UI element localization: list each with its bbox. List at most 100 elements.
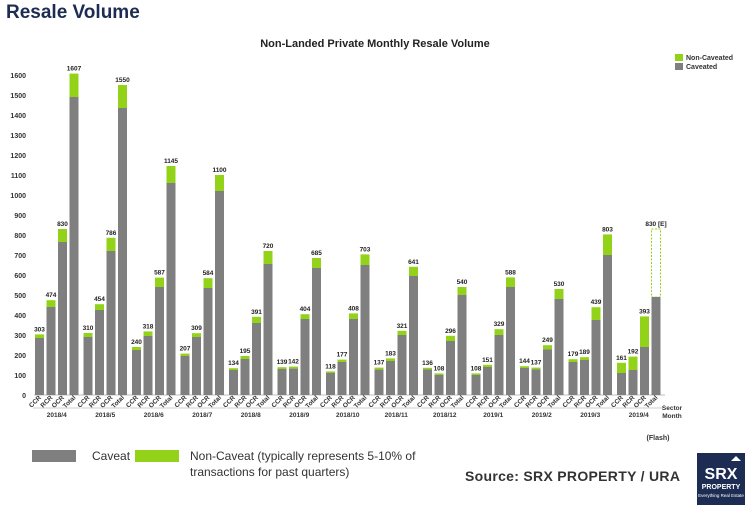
bar-non-caveated bbox=[349, 313, 358, 319]
bar-caveated bbox=[143, 336, 153, 395]
bar-non-caveated bbox=[215, 175, 224, 191]
bar-non-caveated bbox=[118, 85, 127, 108]
bar-value-label: 179 bbox=[568, 351, 579, 358]
bar-value-label: 1607 bbox=[67, 66, 82, 73]
legend-entry: Caveated bbox=[686, 64, 717, 71]
y-tick-label: 700 bbox=[14, 253, 26, 260]
bar-caveated bbox=[263, 264, 273, 395]
bar-value-label: 183 bbox=[385, 350, 396, 357]
bar-non-caveated bbox=[434, 373, 444, 375]
logo-tagline: Everything Real Estate bbox=[698, 493, 744, 498]
bar-caveated bbox=[457, 295, 467, 395]
bar-non-caveated bbox=[397, 330, 407, 335]
bar-non-caveated bbox=[423, 367, 432, 370]
bar-caveated bbox=[349, 319, 358, 395]
bar-non-caveated bbox=[580, 357, 589, 360]
bar-non-caveated bbox=[69, 73, 79, 97]
bar-value-label: 142 bbox=[288, 359, 299, 366]
y-tick-label: 100 bbox=[14, 373, 26, 380]
bar-non-caveated bbox=[166, 166, 176, 183]
bar-value-label: 830 [E] bbox=[645, 221, 666, 228]
bar-non-caveated bbox=[83, 333, 93, 337]
bar-caveated bbox=[192, 337, 201, 395]
bar-non-caveated bbox=[240, 356, 250, 359]
bar-caveated bbox=[409, 276, 418, 395]
bar-non-caveated bbox=[471, 373, 481, 375]
srx-property-logo: SRX PROPERTY Everything Real Estate bbox=[697, 453, 745, 505]
bar-non-caveated bbox=[312, 258, 321, 268]
bar-value-label: 540 bbox=[457, 279, 468, 286]
bar-caveated bbox=[554, 299, 564, 395]
y-tick-label: 800 bbox=[14, 233, 26, 240]
y-tick-label: 400 bbox=[14, 313, 26, 320]
bar-value-label: 474 bbox=[46, 292, 57, 299]
bar-non-caveated bbox=[506, 277, 515, 287]
y-tick-label: 1500 bbox=[10, 93, 26, 100]
month-label: 2019/4 bbox=[629, 412, 649, 419]
bar-caveated bbox=[628, 370, 638, 395]
month-label: 2018/9 bbox=[289, 412, 309, 419]
bar-value-label: 144 bbox=[519, 358, 530, 365]
bar-value-label: 296 bbox=[445, 328, 456, 335]
y-tick-label: 300 bbox=[14, 333, 26, 340]
bar-caveated bbox=[240, 359, 250, 395]
bar-caveated bbox=[374, 369, 384, 395]
bar-value-label: 830 bbox=[57, 221, 68, 228]
source-note: Source: SRX PROPERTY / URA bbox=[465, 468, 681, 484]
bar-caveated bbox=[252, 323, 261, 395]
month-label: 2018/4 bbox=[47, 412, 67, 419]
bar-value-label: 161 bbox=[616, 355, 627, 362]
bar-non-caveated bbox=[446, 335, 455, 341]
bar-non-caveated bbox=[192, 333, 201, 337]
bar-caveated bbox=[35, 338, 44, 395]
bar-non-caveated bbox=[374, 367, 384, 370]
bar-non-caveated bbox=[603, 234, 612, 255]
logo-text-property: PROPERTY bbox=[701, 484, 741, 491]
legend-label-caveat: Caveat bbox=[92, 449, 131, 463]
bar-caveated bbox=[568, 362, 578, 395]
y-tick-label: 1200 bbox=[10, 153, 26, 160]
bar-non-caveated bbox=[289, 366, 298, 369]
bar-value-label: 408 bbox=[348, 305, 359, 312]
bar-value-label: 195 bbox=[240, 348, 251, 355]
y-tick-label: 900 bbox=[14, 213, 26, 220]
bar-value-label: 151 bbox=[482, 357, 493, 364]
chart-title: Non-Landed Private Monthly Resale Volume bbox=[260, 38, 490, 50]
bar-value-label: 207 bbox=[180, 346, 191, 353]
legend-swatch-caveat bbox=[32, 450, 76, 462]
y-tick-label: 500 bbox=[14, 293, 26, 300]
bar-caveated bbox=[360, 265, 370, 395]
bar-caveated bbox=[312, 268, 321, 395]
bar-value-label: 803 bbox=[602, 226, 613, 233]
y-tick-label: 1100 bbox=[11, 173, 26, 180]
bar-value-label: 192 bbox=[628, 349, 639, 356]
bar-non-caveated bbox=[554, 289, 564, 299]
bar-non-caveated bbox=[326, 371, 335, 373]
bar-value-label: 321 bbox=[397, 323, 408, 330]
sector-axis-label: Sector bbox=[662, 405, 683, 412]
bar-value-label: 137 bbox=[374, 360, 385, 367]
month-label: 2018/7 bbox=[192, 412, 212, 419]
y-tick-label: 1400 bbox=[10, 113, 26, 120]
bar-caveated bbox=[494, 335, 504, 395]
bar-caveated bbox=[229, 370, 238, 395]
bar-non-caveated bbox=[494, 329, 504, 335]
bar-value-label: 108 bbox=[434, 365, 445, 372]
y-tick-label: 1000 bbox=[10, 193, 26, 200]
house-icon bbox=[731, 456, 741, 461]
bar-non-caveated bbox=[520, 366, 529, 368]
month-axis-label: Month bbox=[662, 413, 682, 420]
bar-value-label: 309 bbox=[191, 325, 202, 332]
bar-caveated bbox=[277, 369, 287, 395]
bar-non-caveated bbox=[143, 331, 153, 336]
flash-note: (Flash) bbox=[647, 435, 670, 442]
logo-text-srx: SRX bbox=[704, 466, 738, 483]
bar-non-caveated bbox=[229, 368, 238, 370]
bar-caveated bbox=[471, 375, 481, 395]
bar-non-caveated-estimate bbox=[651, 228, 661, 298]
month-label: 2019/2 bbox=[532, 412, 552, 419]
month-label: 2018/11 bbox=[385, 412, 409, 419]
month-label: 2018/5 bbox=[95, 412, 115, 419]
bar-value-label: 1145 bbox=[164, 158, 178, 165]
bar-non-caveated bbox=[277, 367, 287, 369]
